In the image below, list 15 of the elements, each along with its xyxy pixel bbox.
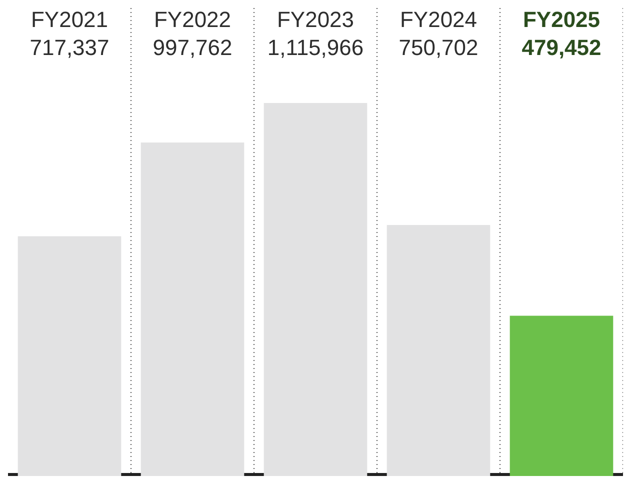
bar bbox=[264, 102, 368, 476]
data-label: 750,702 bbox=[398, 35, 478, 60]
data-label: 479,452 bbox=[522, 35, 602, 60]
x-tick-label: FY2021 bbox=[30, 7, 108, 32]
bar bbox=[18, 236, 122, 476]
data-label: 717,337 bbox=[30, 35, 110, 60]
x-tick-label: FY2025 bbox=[522, 7, 600, 32]
bar bbox=[386, 225, 490, 476]
x-tick-label: FY2024 bbox=[400, 7, 478, 32]
x-tick-label: FY2022 bbox=[154, 7, 232, 32]
bar bbox=[140, 142, 244, 476]
data-label: 1,115,966 bbox=[267, 35, 364, 60]
data-label: 997,762 bbox=[152, 35, 232, 60]
x-tick-label: FY2023 bbox=[276, 7, 354, 32]
bar bbox=[510, 316, 614, 476]
